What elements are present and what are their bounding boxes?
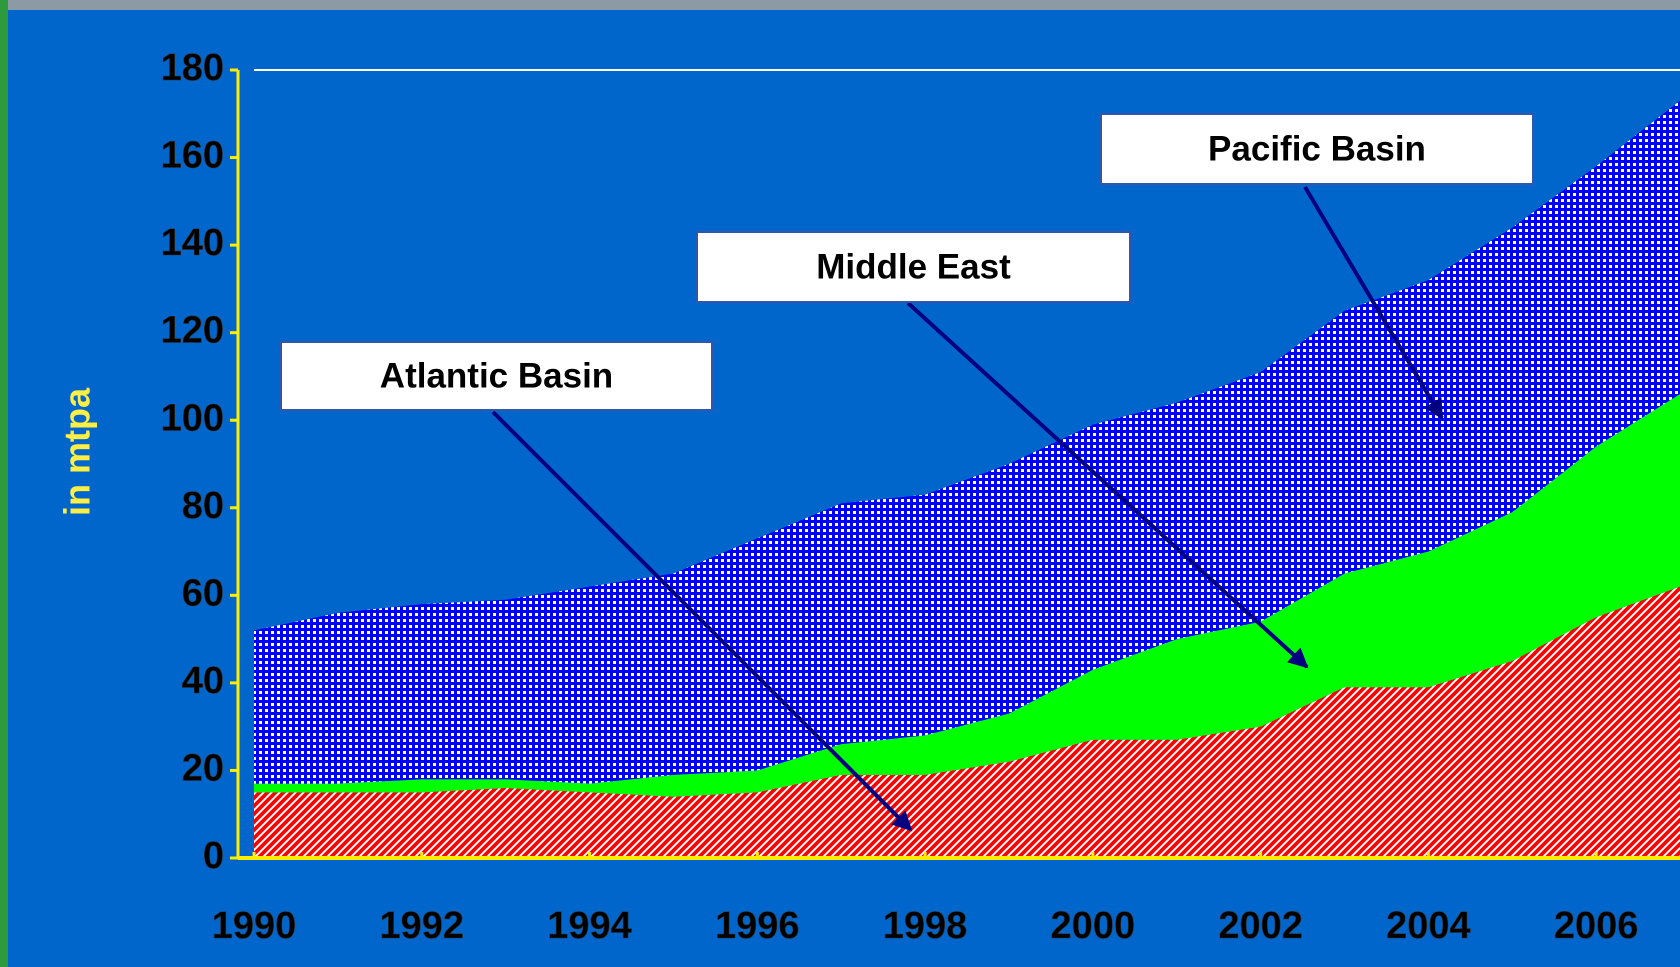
left-strip — [0, 0, 8, 967]
annotation-box — [1100, 113, 1534, 185]
annotation-label: Atlantic Basin — [380, 356, 613, 395]
x-tick-label: 1994 — [547, 905, 632, 947]
x-tick-label: 1992 — [379, 905, 464, 947]
y-tick-label: 180 — [161, 47, 224, 89]
y-tick-label: 40 — [182, 660, 224, 702]
y-tick-label: 160 — [161, 135, 224, 177]
area — [254, 393, 1680, 797]
y-tick-label: 100 — [161, 397, 224, 439]
y-tick-label: 140 — [161, 222, 224, 264]
annotation-box — [280, 341, 713, 411]
annotation-arrow — [1303, 185, 1444, 420]
area — [254, 586, 1680, 858]
y-axis-label: in mtpa — [57, 387, 98, 516]
x-tick-label: 2002 — [1218, 905, 1303, 947]
x-tick-label: 1996 — [715, 905, 800, 947]
x-tick-label: 2006 — [1554, 905, 1639, 947]
annotation-label: Middle East — [816, 247, 1011, 286]
y-tick-label: 60 — [182, 572, 224, 614]
annotation-label: Pacific Basin — [1208, 129, 1426, 168]
x-tick-label: 1998 — [883, 905, 968, 947]
y-tick-label: 80 — [182, 485, 224, 527]
top-strip — [0, 0, 1680, 10]
y-tick-label: 0 — [203, 835, 224, 877]
x-tick-label: 2004 — [1386, 905, 1471, 947]
annotation-box — [696, 231, 1131, 303]
annotation-arrow — [491, 410, 913, 832]
area — [254, 100, 1680, 784]
y-tick-label: 20 — [182, 747, 224, 789]
y-tick-label: 120 — [161, 310, 224, 352]
x-tick-label: 2000 — [1051, 905, 1136, 947]
annotation-arrow — [906, 301, 1309, 669]
x-tick-label: 1990 — [212, 905, 297, 947]
